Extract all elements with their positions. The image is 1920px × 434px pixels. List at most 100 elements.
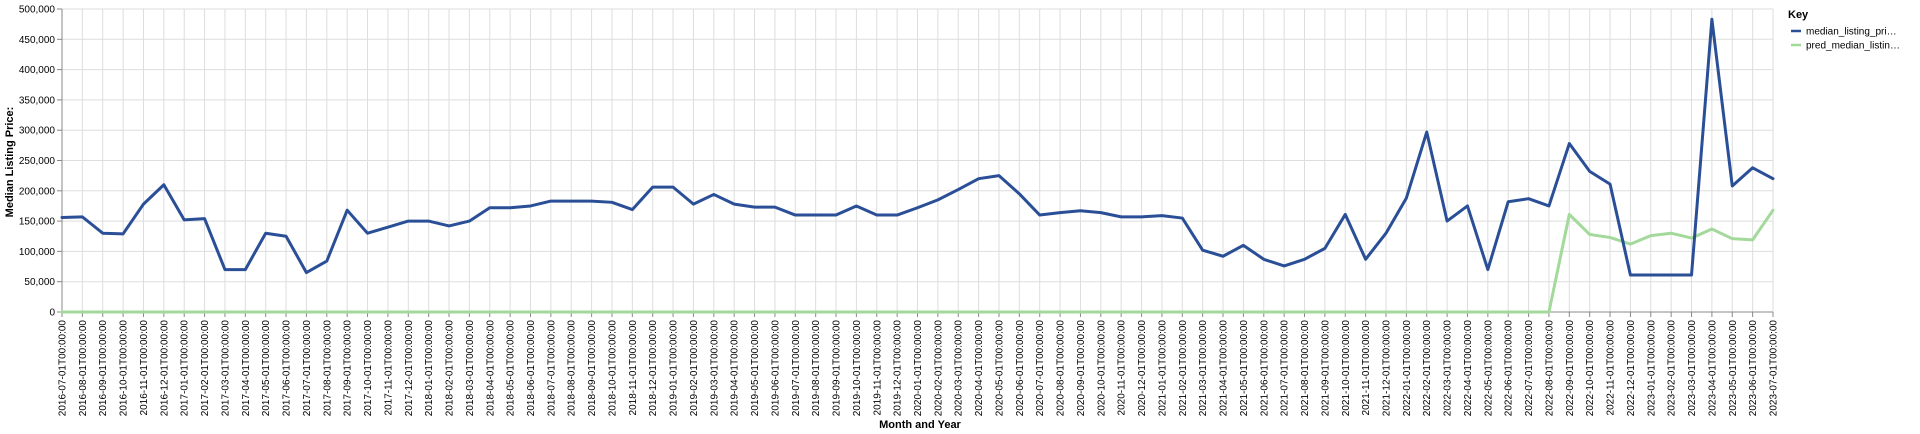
- x-tick-label: 2019-02-01T00:00:00: [689, 320, 700, 417]
- x-tick-label: 2016-12-01T00:00:00: [159, 320, 170, 417]
- x-tick-label: 2019-11-01T00:00:00: [872, 320, 883, 416]
- x-tick-label: 2022-11-01T00:00:00: [1606, 320, 1617, 416]
- x-tick-label: 2022-10-01T00:00:00: [1585, 320, 1596, 417]
- x-tick-label: 2023-04-01T00:00:00: [1707, 320, 1718, 417]
- x-tick-label: 2022-07-01T00:00:00: [1524, 320, 1535, 417]
- x-tick-label: 2020-06-01T00:00:00: [1015, 320, 1026, 417]
- x-tick-label: 2017-04-01T00:00:00: [241, 320, 252, 417]
- x-tick-label: 2018-08-01T00:00:00: [567, 320, 578, 417]
- x-tick-label: 2018-02-01T00:00:00: [445, 320, 456, 417]
- x-tick-label: 2023-03-01T00:00:00: [1687, 320, 1698, 417]
- x-tick-label: 2017-08-01T00:00:00: [322, 320, 333, 417]
- x-tick-label: 2017-07-01T00:00:00: [302, 320, 313, 417]
- x-tick-label: 2022-05-01T00:00:00: [1483, 320, 1494, 417]
- x-tick-label: 2018-12-01T00:00:00: [648, 320, 659, 417]
- y-tick-label: 50,000: [24, 277, 55, 288]
- x-tick-label: 2021-12-01T00:00:00: [1381, 320, 1392, 417]
- y-tick-label: 200,000: [19, 186, 56, 197]
- series-line: [60, 208, 1775, 314]
- x-axis-title: Month and Year: [879, 419, 961, 431]
- x-tick-label: 2020-02-01T00:00:00: [933, 320, 944, 417]
- x-tick-label: 2020-11-01T00:00:00: [1117, 320, 1128, 416]
- x-tick-label: 2021-09-01T00:00:00: [1320, 320, 1331, 417]
- x-tick-label: 2018-09-01T00:00:00: [587, 320, 598, 417]
- x-tick-label: 2018-10-01T00:00:00: [607, 320, 618, 417]
- legend-label: pred_median_listin…: [1806, 41, 1900, 52]
- x-tick-label: 2021-02-01T00:00:00: [1178, 320, 1189, 417]
- x-tick-label: 2023-05-01T00:00:00: [1728, 320, 1739, 417]
- x-tick-label: 2019-12-01T00:00:00: [893, 320, 904, 417]
- x-tick-label: 2019-05-01T00:00:00: [750, 320, 761, 417]
- legend-label: median_listing_pri…: [1806, 27, 1897, 38]
- x-tick-label: 2017-09-01T00:00:00: [343, 320, 354, 417]
- x-axis: 2016-07-01T00:00:00 2016-08-01T00:00:00 20…: [58, 311, 1780, 417]
- x-tick-label: 2018-05-01T00:00:00: [506, 320, 517, 417]
- x-tick-label: 2019-03-01T00:00:00: [709, 320, 720, 417]
- y-tick-label: 250,000: [19, 156, 56, 167]
- x-tick-label: 2019-04-01T00:00:00: [730, 320, 741, 417]
- x-tick-label: 2020-09-01T00:00:00: [1076, 320, 1087, 417]
- x-tick-label: 2022-12-01T00:00:00: [1626, 320, 1637, 417]
- x-tick-label: 2020-08-01T00:00:00: [1056, 320, 1067, 417]
- y-tick-label: 150,000: [19, 217, 56, 228]
- x-tick-label: 2017-06-01T00:00:00: [282, 320, 293, 417]
- x-tick-label: 2020-01-01T00:00:00: [913, 320, 924, 417]
- x-tick-label: 2021-07-01T00:00:00: [1280, 320, 1291, 417]
- x-tick-label: 2017-02-01T00:00:00: [200, 320, 211, 417]
- x-tick-label: 2021-01-01T00:00:00: [1157, 320, 1168, 417]
- x-tick-label: 2016-10-01T00:00:00: [119, 320, 130, 417]
- x-tick-label: 2018-04-01T00:00:00: [485, 320, 496, 417]
- x-tick-label: 2020-10-01T00:00:00: [1096, 320, 1107, 417]
- x-tick-label: 2017-10-01T00:00:00: [363, 320, 374, 417]
- y-tick-label: 500,000: [19, 5, 56, 16]
- y-axis-title: Median Listing Price:: [4, 107, 16, 218]
- y-tick-label: 400,000: [19, 65, 56, 76]
- series-lines: [60, 17, 1775, 314]
- x-tick-label: 2021-06-01T00:00:00: [1259, 320, 1270, 417]
- x-tick-label: 2022-02-01T00:00:00: [1422, 320, 1433, 417]
- x-tick-label: 2021-04-01T00:00:00: [1219, 320, 1230, 417]
- x-tick-label: 2016-08-01T00:00:00: [78, 320, 89, 417]
- x-tick-label: 2017-03-01T00:00:00: [220, 320, 231, 417]
- y-tick-label: 100,000: [19, 247, 56, 258]
- x-tick-label: 2018-06-01T00:00:00: [526, 320, 537, 417]
- legend: Key median_listing_pri… pred_median_listi…: [1788, 9, 1900, 52]
- x-tick-label: 2018-03-01T00:00:00: [465, 320, 476, 417]
- x-tick-label: 2019-10-01T00:00:00: [852, 320, 863, 417]
- x-tick-label: 2019-08-01T00:00:00: [811, 320, 822, 417]
- x-tick-label: 2022-03-01T00:00:00: [1443, 320, 1454, 417]
- x-tick-label: 2022-09-01T00:00:00: [1565, 320, 1576, 417]
- x-tick-label: 2018-01-01T00:00:00: [424, 320, 435, 417]
- x-tick-label: 2021-03-01T00:00:00: [1198, 320, 1209, 417]
- x-tick-label: 2021-05-01T00:00:00: [1239, 320, 1250, 417]
- y-tick-label: 450,000: [19, 35, 56, 46]
- x-tick-label: 2019-06-01T00:00:00: [770, 320, 781, 417]
- x-tick-label: 2020-04-01T00:00:00: [974, 320, 985, 417]
- x-tick-label: 2017-01-01T00:00:00: [180, 320, 191, 417]
- y-axis: 0 50,000 100,000 150,000 200,000 250,000 300,0…: [19, 5, 63, 319]
- x-tick-label: 2019-09-01T00:00:00: [832, 320, 843, 417]
- x-tick-label: 2019-07-01T00:00:00: [791, 320, 802, 417]
- x-tick-label: 2016-11-01T00:00:00: [139, 320, 150, 416]
- x-tick-label: 2019-01-01T00:00:00: [669, 320, 680, 417]
- x-tick-label: 2021-11-01T00:00:00: [1361, 320, 1372, 416]
- x-tick-label: 2017-11-01T00:00:00: [383, 320, 394, 416]
- x-tick-label: 2023-02-01T00:00:00: [1667, 320, 1678, 417]
- x-tick-label: 2022-06-01T00:00:00: [1504, 320, 1515, 417]
- x-tick-label: 2020-03-01T00:00:00: [954, 320, 965, 417]
- y-tick-label: 300,000: [19, 126, 56, 137]
- x-tick-label: 2022-04-01T00:00:00: [1463, 320, 1474, 417]
- y-tick-label: 350,000: [19, 95, 56, 106]
- x-tick-label: 2020-07-01T00:00:00: [1035, 320, 1046, 417]
- x-tick-label: 2020-12-01T00:00:00: [1137, 320, 1148, 417]
- series-line: [60, 17, 1775, 277]
- x-tick-label: 2020-05-01T00:00:00: [994, 320, 1005, 417]
- x-tick-label: 2021-10-01T00:00:00: [1341, 320, 1352, 417]
- x-tick-label: 2023-06-01T00:00:00: [1748, 320, 1759, 417]
- x-tick-label: 2023-07-01T00:00:00: [1769, 320, 1780, 417]
- x-tick-label: 2022-01-01T00:00:00: [1402, 320, 1413, 417]
- x-tick-label: 2023-01-01T00:00:00: [1646, 320, 1657, 417]
- x-tick-label: 2016-07-01T00:00:00: [58, 320, 69, 417]
- x-tick-label: 2017-12-01T00:00:00: [404, 320, 415, 417]
